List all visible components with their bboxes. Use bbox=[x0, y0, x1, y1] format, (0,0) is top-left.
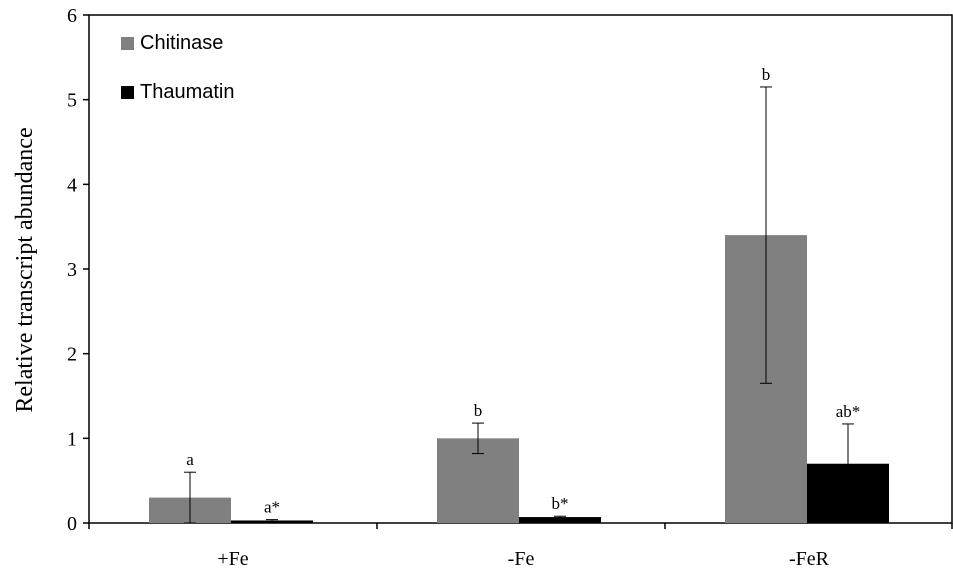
significance-label: a* bbox=[264, 498, 280, 517]
plot-area: 0 1 2 3 4 5 6 +Fe -Fe -FeR a b b a* b* ab* bbox=[67, 5, 953, 570]
x-tick-label: +Fe bbox=[217, 548, 248, 570]
legend-label-chitinase: Chitinase bbox=[140, 32, 223, 54]
significance-label: b bbox=[474, 401, 483, 420]
legend-label-thaumatin: Thaumatin bbox=[140, 81, 235, 103]
legend-swatch-thaumatin bbox=[121, 86, 134, 99]
legend: Chitinase Thaumatin bbox=[121, 32, 235, 103]
bar-thaumatin bbox=[519, 517, 601, 523]
y-axis-title: Relative transcript abundance bbox=[12, 127, 38, 412]
y-tick-label: 0 bbox=[67, 513, 77, 535]
significance-label: ab* bbox=[836, 402, 861, 421]
y-tick-label: 4 bbox=[67, 174, 77, 196]
legend-swatch-chitinase bbox=[121, 37, 134, 50]
y-tick-label: 1 bbox=[67, 428, 77, 450]
y-tick-label: 2 bbox=[67, 344, 77, 366]
x-tick-label: -FeR bbox=[789, 548, 830, 570]
significance-label: a bbox=[186, 450, 194, 469]
significance-label: b* bbox=[552, 494, 569, 513]
y-tick-label: 5 bbox=[67, 90, 77, 112]
y-tick-label: 3 bbox=[67, 259, 77, 281]
y-tick-label: 6 bbox=[67, 5, 77, 27]
x-tick-label: -Fe bbox=[508, 548, 535, 570]
significance-label: b bbox=[762, 65, 771, 84]
